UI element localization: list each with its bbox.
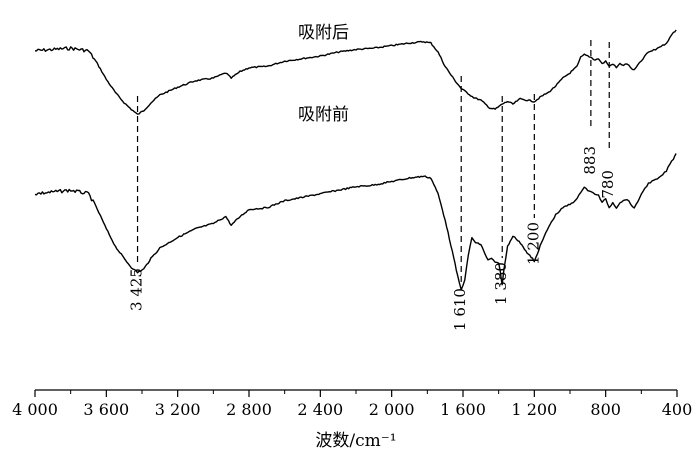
series-line-1 bbox=[34, 153, 677, 291]
x-tick-label-2800: 2 800 bbox=[226, 400, 272, 419]
peak-label-1380: 1 380 bbox=[492, 262, 510, 305]
x-tick-label-1200: 1 200 bbox=[511, 400, 557, 419]
series-labels: 吸附后 吸附前 bbox=[298, 23, 349, 125]
peak-label-780: 780 bbox=[599, 170, 617, 199]
peak-label-1200: 1 200 bbox=[524, 222, 542, 265]
x-tick-label-1600: 1 600 bbox=[440, 400, 486, 419]
peak-label-883: 883 bbox=[581, 146, 599, 175]
peak-label-1610: 1 610 bbox=[451, 288, 469, 331]
spectrum-curves bbox=[34, 29, 677, 291]
x-tick-label-2000: 2 000 bbox=[369, 400, 415, 419]
x-tick-label-3600: 3 600 bbox=[83, 400, 129, 419]
x-axis-ticks bbox=[34, 390, 678, 397]
series-label-before-adsorption: 吸附前 bbox=[298, 105, 349, 125]
x-tick-label-4000: 4 000 bbox=[12, 400, 58, 419]
x-tick-label-2400: 2 400 bbox=[297, 400, 343, 419]
peak-label-3425: 3 425 bbox=[128, 268, 146, 311]
series-label-after-adsorption: 吸附后 bbox=[298, 23, 349, 43]
x-tick-label-3200: 3 200 bbox=[155, 400, 201, 419]
x-axis-tick-labels: 4 000 3 600 3 200 2 800 2 400 2 000 1 600 1 200… bbox=[12, 400, 692, 419]
series-line-0 bbox=[34, 29, 677, 115]
x-axis-label: 波数/cm⁻¹ bbox=[315, 431, 396, 451]
x-tick-label-400: 400 bbox=[662, 400, 693, 419]
x-axis: 4 000 3 600 3 200 2 800 2 400 2 000 1 600 1 200… bbox=[12, 389, 692, 451]
x-tick-label-800: 800 bbox=[590, 400, 621, 419]
